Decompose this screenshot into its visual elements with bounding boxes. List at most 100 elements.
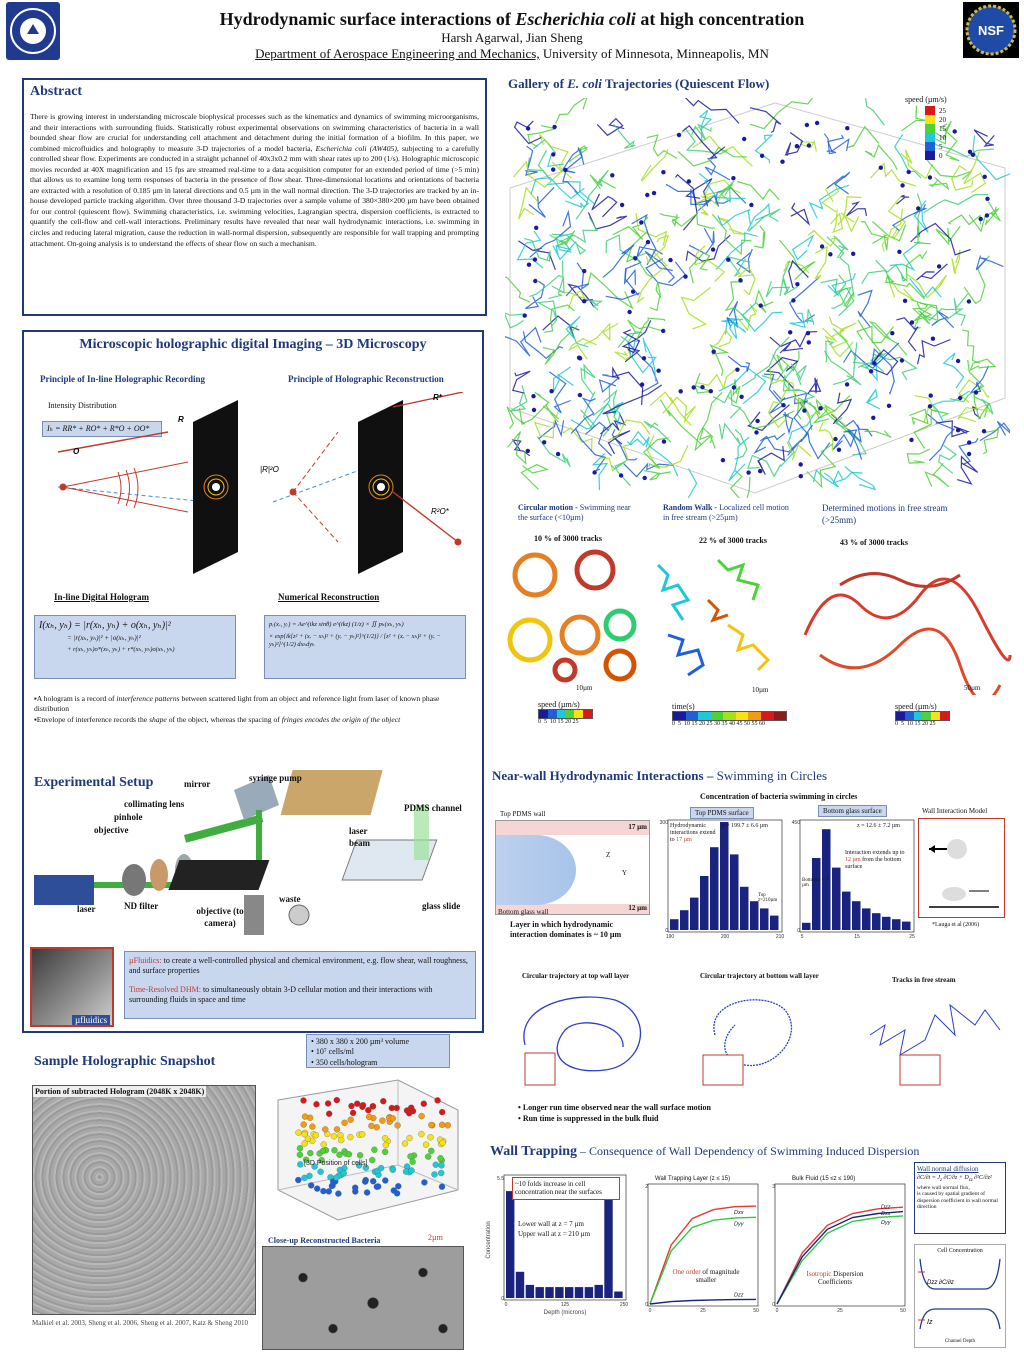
trajectory-line xyxy=(796,397,836,420)
histogram-bar xyxy=(892,919,901,930)
closeup-caption: Close-up Reconstructed Bacteria xyxy=(268,1236,381,1245)
wall-model-icon xyxy=(929,839,999,908)
trajectory-line xyxy=(507,431,527,465)
intensity-equation: Iₕ = RR* + RO* + R*O + OO* xyxy=(42,421,162,437)
trajectory-line xyxy=(818,421,834,452)
gallery-title: Gallery of E. coli Trajectories (Quiesce… xyxy=(508,76,770,91)
trajectory-line xyxy=(548,277,565,299)
cell-point xyxy=(420,1100,427,1107)
trajectory-line xyxy=(505,326,542,357)
trajectory-line xyxy=(829,209,844,234)
trajectory-line xyxy=(909,408,929,425)
trajectory-line xyxy=(567,338,597,360)
h1-top: Top z=210µm xyxy=(758,893,778,903)
trajectory-dot xyxy=(683,274,688,279)
speed-legend-swatch xyxy=(925,133,935,142)
trajectory-dot xyxy=(871,415,876,420)
trajectory-line xyxy=(927,413,956,462)
trajectory-dot xyxy=(754,430,759,435)
trajectory-line xyxy=(698,172,746,200)
trajectory-line xyxy=(916,338,951,365)
trajectory-dot xyxy=(805,331,811,336)
hist-top-bars: 190 200 210 0 300 xyxy=(660,820,785,940)
cell-point xyxy=(432,1161,439,1168)
trajectory-line xyxy=(969,358,997,372)
trajectory-line xyxy=(856,325,894,344)
trajectory-line xyxy=(684,127,728,155)
trajectory-dot xyxy=(928,393,933,398)
trajectory-dot xyxy=(708,389,713,394)
axis-tick-label: 0 xyxy=(772,1302,775,1308)
trajectory-line xyxy=(645,234,670,264)
trajectory-line xyxy=(788,259,809,289)
trajectory-line xyxy=(832,429,858,450)
intensity-label: Intensity Distribution xyxy=(48,401,117,410)
trajectory-line xyxy=(957,455,979,485)
holography-sub-left: Principle of In-line Holographic Recordi… xyxy=(40,374,205,384)
trajectory-dot xyxy=(927,404,933,409)
cell-point xyxy=(362,1178,369,1185)
trajectory-line xyxy=(765,280,799,298)
trajectory-dot xyxy=(555,451,561,457)
axis-tick-label: 0 xyxy=(797,928,800,934)
trajectory-dot xyxy=(746,470,751,475)
histogram-bar xyxy=(882,916,891,930)
colorbar xyxy=(672,711,787,721)
trajectory-dot xyxy=(639,382,645,387)
trajectory-line xyxy=(833,235,849,259)
trajectory-dot xyxy=(531,394,536,399)
cell-point xyxy=(340,1170,347,1177)
trajectory-line xyxy=(779,239,816,281)
trajectory-line xyxy=(896,317,919,352)
trajectory-line xyxy=(893,134,922,179)
trajectory-line xyxy=(718,422,741,445)
trajectory-line xyxy=(825,340,835,363)
histogram-bar xyxy=(545,1287,554,1298)
trajectory-line xyxy=(525,145,538,176)
speed-legend-value: 10 xyxy=(939,133,946,142)
axis-tick-label: 15 xyxy=(854,934,860,940)
trajectory-dot xyxy=(525,448,530,454)
trajectory-line xyxy=(602,384,663,415)
trajectory-dot xyxy=(759,153,765,158)
speed-legend-rows: 25 20 15 10 5 0 xyxy=(925,106,975,160)
trajectory-line xyxy=(868,321,908,356)
setup-title: Experimental Setup xyxy=(34,775,154,790)
abstract-panel: Abstract There is growing interest in un… xyxy=(22,78,487,316)
trajectory-line xyxy=(881,208,903,252)
scale-determined: 50µm xyxy=(964,684,981,692)
bottom-wall-label: Bottom glass wall xyxy=(498,908,549,916)
cell-point xyxy=(427,1134,434,1141)
axis-y: Y xyxy=(622,869,628,877)
poster-authors: Harsh Agarwal, Jian Sheng xyxy=(441,30,583,45)
trajectory-line xyxy=(580,391,596,430)
cell-point xyxy=(428,1147,435,1155)
trajectory-line xyxy=(807,377,822,395)
scale-circular: 10µm xyxy=(576,684,593,692)
traj-free-title: Tracks in free stream xyxy=(892,976,956,984)
trajectory-line xyxy=(923,194,989,214)
trajectory-dot xyxy=(731,385,737,390)
trajectory-line xyxy=(901,105,928,132)
lower-wall-note: Lower wall at z = 7 µm xyxy=(518,1220,584,1228)
trajectory-dot xyxy=(878,165,883,170)
histogram-bar xyxy=(680,910,689,930)
trajectory-line xyxy=(712,387,742,419)
cell-conc-panel: Cell Concentration Dzz ∂C/∂z Iz Channel … xyxy=(914,1244,1006,1348)
trajectory-line xyxy=(700,179,741,199)
trajectory-dot xyxy=(691,385,696,390)
axis-tick-label: 210 xyxy=(776,934,785,940)
trajectory-line xyxy=(826,236,855,298)
trajectory-dot xyxy=(952,129,957,134)
equation-hologram: I(xₕ, yₕ) = |r(xₕ, yₕ) + o(xₕ, yₕ)|² = |… xyxy=(34,615,236,679)
trajectory-line xyxy=(864,98,885,126)
axis-tick-label: 2 xyxy=(645,1184,648,1190)
cell-point xyxy=(407,1153,414,1160)
trajectory-dot xyxy=(726,257,731,262)
trajectory-line xyxy=(512,370,531,394)
dispersion-chart-wall: Dxx Dyy Dzz 0 25 50 0 2 Wall Trapping Layer (z … xyxy=(645,1176,759,1314)
trajectory-dot xyxy=(781,403,786,408)
trajectory-line xyxy=(530,176,585,200)
trajectory-line xyxy=(512,160,563,188)
trajectory-dot xyxy=(542,440,547,445)
